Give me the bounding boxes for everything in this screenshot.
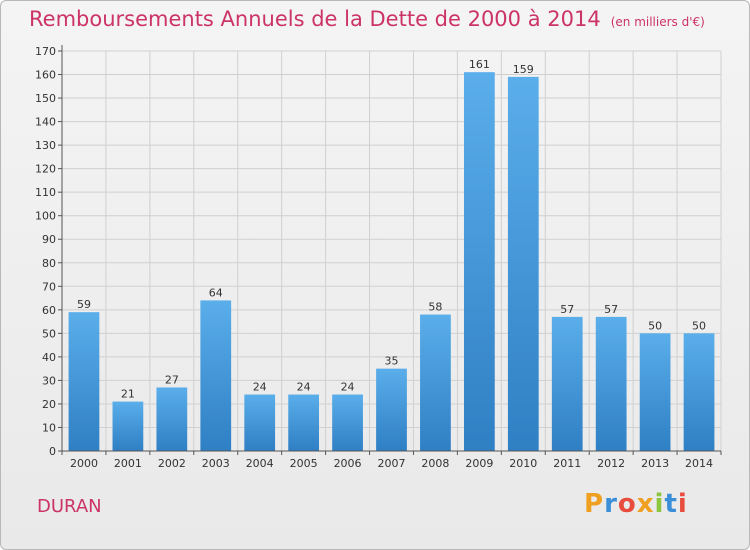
y-tick-label-150: 150 [35, 92, 56, 105]
bar-2005 [288, 394, 320, 451]
chart-title-text: Remboursements Annuels de la Dette de 20… [29, 7, 601, 31]
x-tick-label-2010: 2010 [509, 457, 537, 470]
value-label-2007: 35 [385, 355, 399, 368]
y-tick-label-120: 120 [35, 163, 56, 176]
proxiti-logo: Proxiti [584, 489, 688, 519]
y-tick-label-10: 10 [42, 421, 56, 434]
x-tick-label-2004: 2004 [246, 457, 274, 470]
x-tick-label-2003: 2003 [202, 457, 230, 470]
bar-2002 [156, 387, 188, 451]
x-tick-label-2014: 2014 [685, 457, 713, 470]
y-tick-label-30: 30 [42, 374, 56, 387]
y-tick-label-100: 100 [35, 210, 56, 223]
value-label-2002: 27 [165, 373, 179, 386]
y-tick-label-40: 40 [42, 351, 56, 364]
x-tick-label-2013: 2013 [641, 457, 669, 470]
value-label-2003: 64 [209, 286, 223, 299]
commune-name: DURAN [37, 496, 102, 517]
bar-2013 [639, 333, 671, 451]
y-tick-label-140: 140 [35, 116, 56, 129]
x-tick-label-2011: 2011 [553, 457, 581, 470]
value-label-2011: 57 [560, 303, 574, 316]
y-tick-label-60: 60 [42, 304, 56, 317]
value-label-2000: 59 [77, 298, 91, 311]
y-tick-label-90: 90 [42, 233, 56, 246]
x-tick-label-2008: 2008 [421, 457, 449, 470]
bar-2009 [463, 72, 495, 452]
bar-2012 [595, 316, 627, 451]
value-label-2006: 24 [341, 381, 355, 394]
bar-2008 [420, 314, 451, 451]
value-label-2012: 57 [604, 303, 618, 316]
y-tick-label-110: 110 [35, 186, 56, 199]
y-tick-label-80: 80 [42, 257, 56, 270]
x-tick-label-2012: 2012 [597, 457, 625, 470]
x-tick-label-2005: 2005 [290, 457, 318, 470]
x-tick-label-2002: 2002 [158, 457, 186, 470]
x-tick-label-2007: 2007 [378, 457, 406, 470]
bar-2001 [112, 401, 144, 451]
value-label-2010: 159 [513, 63, 534, 76]
y-tick-label-20: 20 [42, 398, 56, 411]
chart-unit-note: (en milliers d'€) [610, 15, 705, 29]
x-tick-label-2001: 2001 [114, 457, 142, 470]
bar-2011 [551, 316, 583, 451]
y-tick-label-0: 0 [49, 445, 56, 458]
value-label-2008: 58 [428, 301, 442, 314]
bar-2010 [507, 76, 539, 451]
x-tick-label-2006: 2006 [334, 457, 362, 470]
value-label-2004: 24 [253, 381, 267, 394]
y-tick-label-50: 50 [42, 327, 56, 340]
y-tick-label-170: 170 [35, 45, 56, 58]
bar-chart: 59 21 27 64 24 24 24 35 58 161 159 57 57 50 50 0 10 20 30… [35, 45, 722, 470]
value-label-2013: 50 [648, 319, 662, 332]
x-tick-label-2009: 2009 [465, 457, 493, 470]
y-tick-label-70: 70 [42, 280, 56, 293]
x-tick-label-2000: 2000 [70, 457, 98, 470]
y-tick-label-160: 160 [35, 69, 56, 82]
bar-2000 [68, 312, 100, 451]
chart-title: Remboursements Annuels de la Dette de 20… [29, 7, 705, 31]
bar-2007 [376, 368, 407, 451]
y-tick-label-130: 130 [35, 139, 56, 152]
value-label-2001: 21 [121, 388, 135, 401]
bar-2003 [200, 300, 232, 451]
bar-2004 [244, 394, 276, 451]
value-label-2014: 50 [692, 319, 706, 332]
bar-2006 [332, 394, 363, 451]
bar-2014 [683, 333, 715, 451]
value-label-2005: 24 [297, 381, 311, 394]
value-label-2009: 161 [469, 58, 490, 71]
